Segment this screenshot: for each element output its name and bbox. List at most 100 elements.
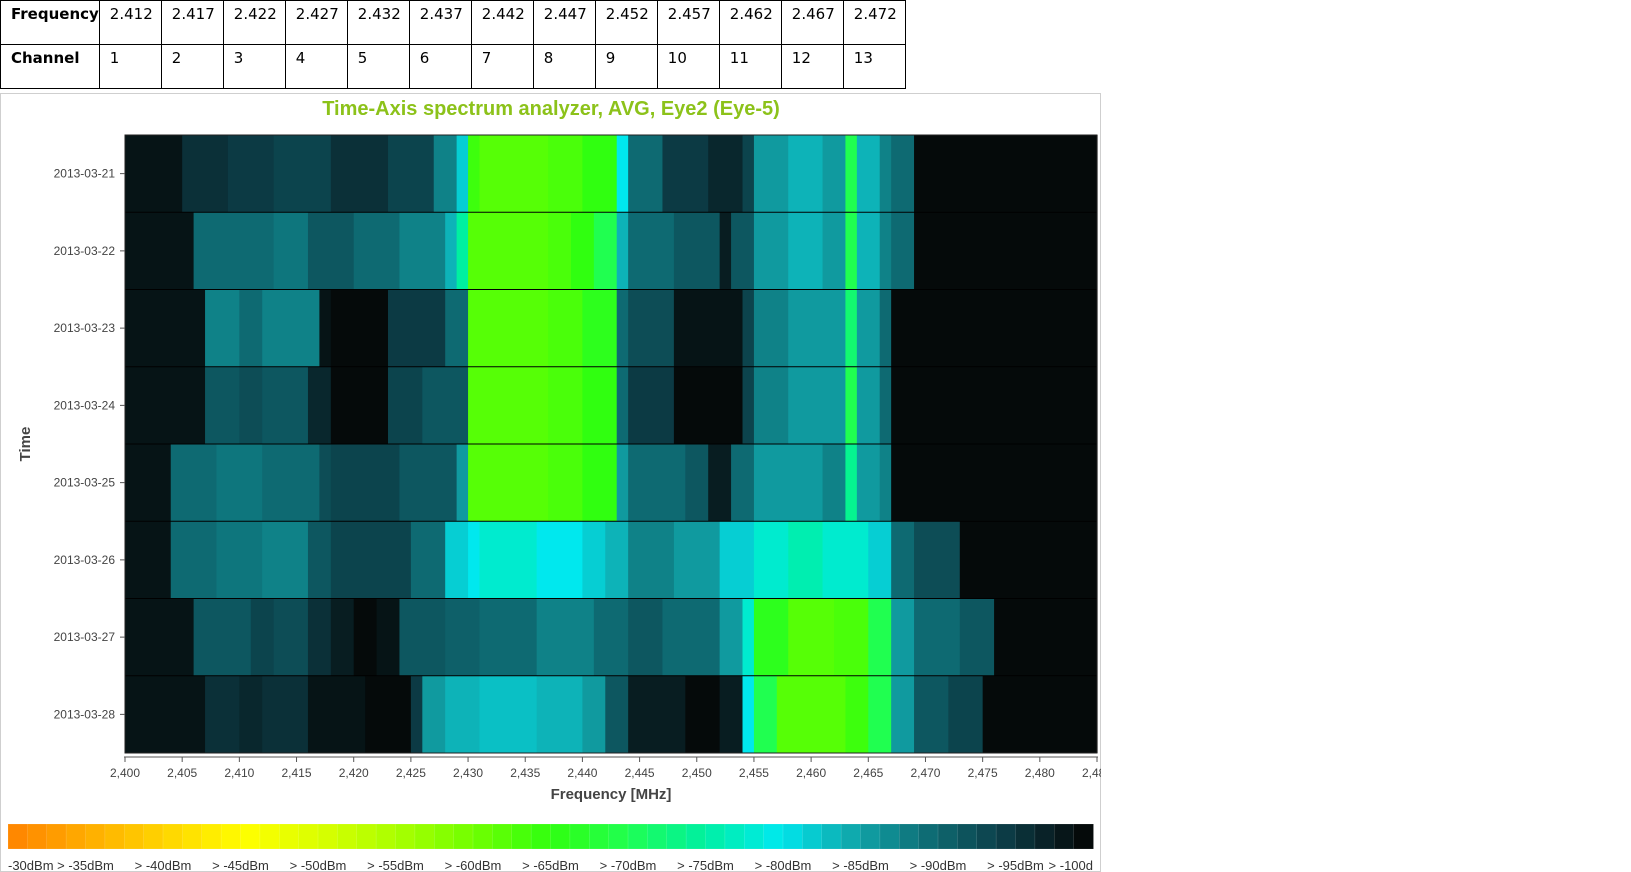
heatmap-cell (273, 135, 332, 213)
heatmap-cell (605, 521, 629, 599)
heatmap-cell (616, 212, 629, 290)
heatmap-cell (914, 135, 1098, 213)
heatmap-cell (376, 598, 401, 676)
legend-swatch (802, 823, 823, 850)
frequency-row-label: Frequency (0, 0, 100, 45)
frequency-cell: 2.422 (222, 0, 286, 45)
legend-swatch (705, 823, 726, 850)
y-tick-label: 2013-03-28 (54, 707, 116, 721)
heatmap-cell (891, 212, 915, 290)
heatmap-cell (536, 598, 595, 676)
heatmap-cell (445, 289, 469, 367)
heatmap-cell (227, 135, 275, 213)
legend-swatch (899, 823, 920, 850)
heatmap-cell (582, 135, 618, 213)
heatmap-cell (868, 598, 892, 676)
heatmap-cell (788, 598, 835, 676)
heatmap-cell (662, 598, 721, 676)
heatmap-cells (125, 135, 1098, 753)
legend-swatch (453, 823, 474, 850)
heatmap-cell (536, 675, 584, 753)
heatmap-cell (788, 444, 824, 522)
heatmap-cell (548, 212, 572, 290)
heatmap-cell (959, 521, 1098, 599)
channel-cell: 13 (842, 44, 906, 89)
chart-axes: 2,400 2,405 2,410 2,415 2,420 2,425 2,430 2,435… (54, 134, 1101, 780)
heatmap-cell (628, 135, 664, 213)
heatmap-cell (914, 675, 949, 753)
legend-label: > -50dBm (290, 858, 347, 872)
heatmap-cell (307, 212, 355, 290)
heatmap-cell (593, 598, 629, 676)
heatmap-cell (673, 521, 721, 599)
heatmap-cell (205, 675, 240, 753)
heatmap-cell (891, 598, 915, 676)
heatmap-cell (330, 521, 412, 599)
legend-swatch (65, 823, 87, 850)
heatmap-cell (845, 366, 858, 444)
heatmap-cell (388, 366, 423, 444)
heatmap-cell (239, 289, 263, 367)
heatmap-cell (879, 289, 892, 367)
heatmap-cell (753, 366, 789, 444)
legend-swatch (1073, 823, 1094, 850)
heatmap-cell (628, 444, 686, 522)
channel-cell: 3 (222, 44, 286, 89)
heatmap-cell (307, 366, 332, 444)
heatmap-cell (845, 289, 858, 367)
legend-swatch (724, 823, 746, 850)
y-tick-label: 2013-03-22 (54, 244, 116, 258)
heatmap-cell (125, 366, 206, 444)
heatmap-cell (616, 289, 629, 367)
legend-swatch (279, 823, 300, 850)
legend-swatch (1034, 823, 1056, 850)
heatmap-cell (205, 366, 240, 444)
heatmap-cell (125, 212, 195, 290)
heatmap-cell (753, 135, 789, 213)
legend-swatch (860, 823, 881, 850)
heatmap-cell (856, 135, 881, 213)
legend-swatch (472, 823, 494, 850)
heatmap-cell (856, 444, 881, 522)
legend-label: > -65dBm (522, 858, 579, 872)
heatmap-cell (753, 521, 789, 599)
heatmap-cell (788, 289, 847, 367)
x-tick-label: 2,400 (110, 766, 140, 780)
legend-swatch (162, 823, 184, 850)
heatmap-cell (399, 212, 446, 290)
y-axis-label: Time (17, 427, 34, 462)
frequency-cell: 2.472 (842, 0, 906, 45)
legend-swatch (957, 823, 978, 850)
heatmap-cell (731, 212, 755, 290)
heatmap-cell (719, 675, 744, 753)
legend-swatch (240, 823, 261, 850)
y-tick-label: 2013-03-27 (54, 630, 116, 644)
heatmap-cell (891, 135, 915, 213)
heatmap-cell (262, 675, 309, 753)
heatmap-cell (845, 675, 869, 753)
frequency-cell: 2.437 (408, 0, 472, 45)
heatmap-cell (582, 366, 618, 444)
heatmap-cell (822, 135, 847, 213)
legend-label: > -85dBm (832, 858, 889, 872)
heatmap-cell (239, 366, 263, 444)
heatmap-cell (353, 598, 378, 676)
y-tick-label: 2013-03-25 (54, 476, 116, 490)
x-tick-label: 2,435 (510, 766, 540, 780)
heatmap-cell (753, 289, 789, 367)
legend-swatch (124, 823, 145, 850)
x-tick-label: 2,420 (339, 766, 369, 780)
legend-swatch (530, 823, 552, 850)
legend-swatch (356, 823, 377, 850)
heatmap-cell (170, 521, 218, 599)
heatmap-cell (994, 598, 1098, 676)
heatmap-cell (479, 598, 538, 676)
heatmap-cell (205, 289, 240, 367)
heatmap-cell (616, 366, 629, 444)
heatmap-cell (125, 598, 195, 676)
legend-swatch (550, 823, 571, 850)
heatmap-cell (193, 598, 252, 676)
legend-label: > -75dBm (677, 858, 734, 872)
legend-label: -30dBm (8, 858, 54, 872)
heatmap-cell (879, 212, 892, 290)
